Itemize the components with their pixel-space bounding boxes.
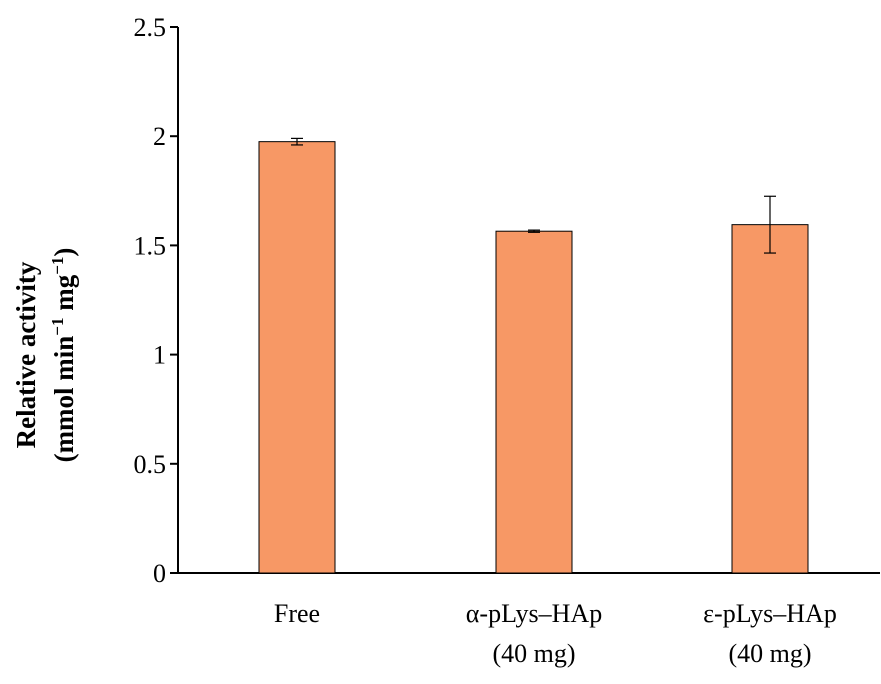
bar (258, 141, 336, 574)
x-category-label: (40 mg) (728, 639, 811, 668)
y-tick-label: 2 (153, 122, 166, 151)
x-category-label: Free (274, 599, 320, 628)
x-category-label: (40 mg) (492, 639, 575, 668)
y-axis-label: Relative activity (mmol min−1 mg−1) (11, 248, 79, 463)
y-tick-label: 1.5 (134, 231, 167, 260)
x-category-label: ε-pLys–HAp (703, 599, 837, 628)
y-tick-label: 0.5 (134, 450, 167, 479)
bar (495, 230, 573, 574)
bar (731, 224, 809, 574)
y-tick-label: 1 (153, 341, 166, 370)
y-axis-label-line1: Relative activity (11, 261, 41, 448)
y-tick-label: 2.5 (134, 13, 167, 42)
x-category-label: α-pLys–HAp (466, 599, 602, 628)
y-tick-label: 0 (153, 559, 166, 588)
y-axis-label-line2: (mmol min−1 mg−1) (48, 248, 79, 463)
